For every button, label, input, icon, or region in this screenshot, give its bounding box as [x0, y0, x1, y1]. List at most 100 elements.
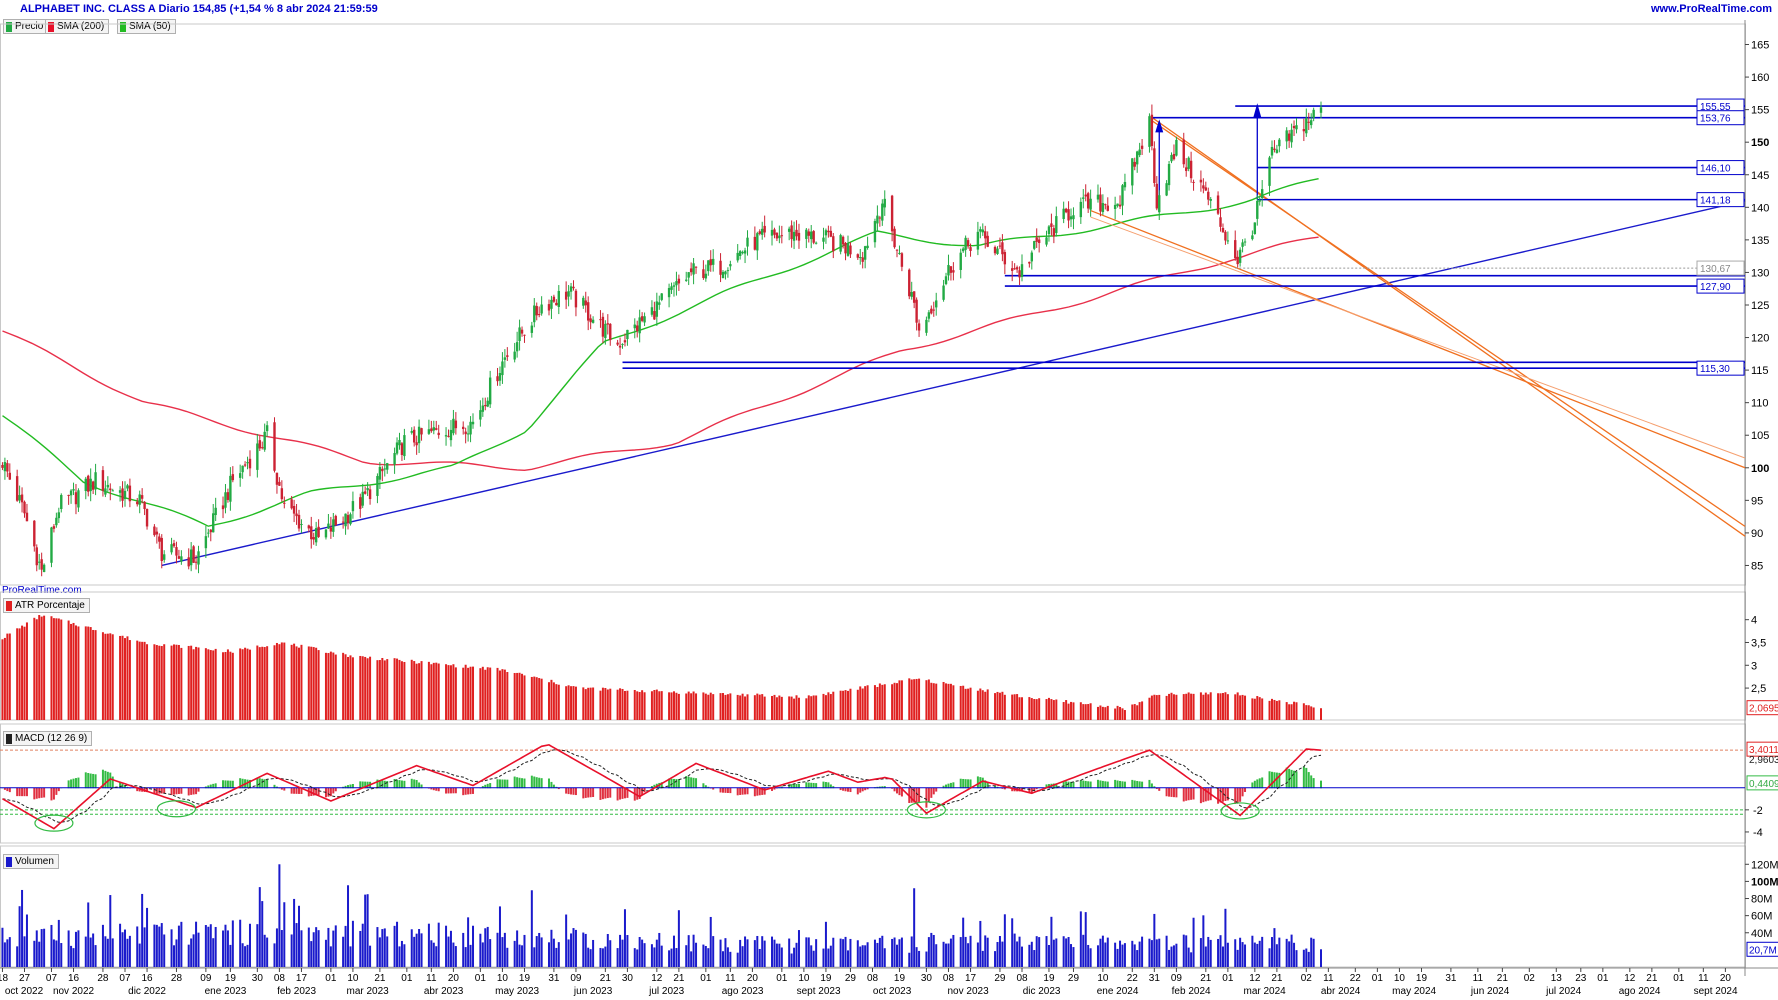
- macd-histogram-bar: [187, 787, 190, 796]
- legend-sma50[interactable]: SMA (50): [117, 19, 176, 34]
- price-candle: [969, 247, 972, 251]
- site-link[interactable]: www.ProRealTime.com: [1650, 3, 1772, 15]
- price-candle: [927, 312, 931, 319]
- price-candle: [118, 490, 122, 493]
- volume-bar: [317, 930, 320, 967]
- legend-atr[interactable]: ATR Porcentaje: [3, 598, 90, 613]
- macd-histogram-bar: [516, 777, 519, 789]
- volume-bar: [633, 948, 636, 967]
- atr-bar: [878, 683, 881, 720]
- macd-histogram-bar: [947, 783, 950, 789]
- volume-bar: [952, 934, 955, 967]
- x-day-label: 19: [1416, 973, 1428, 984]
- atr-bar: [400, 661, 403, 720]
- macd-histogram-bar: [420, 784, 423, 789]
- atr-bar: [1155, 695, 1158, 720]
- atr-bar: [1079, 702, 1082, 720]
- volume-bar: [109, 895, 112, 967]
- x-month-label: abr 2023: [424, 986, 464, 997]
- macd-histogram-bar: [1288, 768, 1291, 789]
- legend-macd[interactable]: MACD (12 26 9): [3, 731, 93, 746]
- volume-bar: [589, 949, 592, 967]
- atr-bar: [420, 661, 423, 720]
- x-day-label: 11: [1473, 973, 1484, 984]
- macd-histogram-bar: [123, 785, 126, 789]
- volume-bar: [479, 933, 482, 967]
- volume-bar: [599, 947, 602, 967]
- price-candle: [787, 228, 791, 232]
- macd-histogram-bar: [16, 787, 19, 797]
- volume-bar: [153, 924, 156, 967]
- price-candle: [533, 305, 536, 323]
- macd-histogram-bar: [849, 787, 852, 793]
- macd-histogram-bar: [832, 786, 835, 789]
- volume-bar: [756, 935, 759, 967]
- atr-bar: [964, 688, 967, 720]
- atr-bar: [1082, 704, 1085, 720]
- macd-histogram-bar: [283, 787, 286, 791]
- price-candle: [341, 521, 345, 523]
- macd-histogram-bar: [437, 787, 440, 792]
- atr-bar: [3, 637, 6, 720]
- atr-bar: [398, 659, 401, 720]
- price-candle: [721, 271, 725, 279]
- macd-histogram-bar: [1055, 783, 1058, 789]
- atr-bar: [530, 676, 533, 720]
- macd-histogram-bar: [567, 787, 570, 795]
- price-candle: [310, 526, 313, 540]
- x-day-label: 19: [820, 973, 832, 984]
- measure-arrow-head: [1253, 103, 1262, 118]
- x-day-label: 22: [1350, 973, 1362, 984]
- atr-bar: [998, 692, 1001, 720]
- price-candle: [1216, 195, 1220, 214]
- watermark: ProRealTime.com: [2, 585, 82, 596]
- atr-bar: [523, 675, 526, 720]
- atr-bar: [650, 691, 653, 720]
- x-month-label: feb 2024: [1172, 986, 1211, 997]
- price-candle: [618, 345, 622, 348]
- x-month-label: feb 2023: [277, 986, 316, 997]
- macd-histogram-bar: [795, 783, 798, 789]
- atr-bar: [40, 616, 43, 720]
- price-candle: [212, 513, 215, 533]
- volume-bar: [707, 948, 710, 967]
- volume-bar: [1, 927, 4, 967]
- price-candle: [1131, 158, 1134, 186]
- x-day-label: 22: [1127, 973, 1139, 984]
- legend-volume[interactable]: Volumen: [3, 854, 59, 869]
- volume-bar: [724, 938, 727, 967]
- legend-sma200[interactable]: SMA (200): [45, 19, 110, 34]
- volume-bar: [1170, 946, 1173, 967]
- macd-histogram-bar: [797, 783, 800, 789]
- macd-divergence-ellipse: [34, 814, 74, 832]
- price-candle: [42, 564, 46, 573]
- volume-bar: [1302, 949, 1305, 967]
- atr-bar: [445, 664, 448, 720]
- macd-histogram-bar: [994, 785, 997, 789]
- x-month-label: may 2024: [1392, 986, 1436, 997]
- volume-bar: [136, 926, 139, 967]
- volume-bar: [967, 943, 970, 967]
- volume-bar: [550, 929, 553, 967]
- price-candle: [420, 428, 423, 435]
- atr-bar: [1033, 699, 1036, 720]
- price-candle: [677, 278, 681, 284]
- macd-histogram-bar: [1067, 781, 1070, 789]
- atr-bar: [197, 647, 200, 720]
- macd-histogram-bar: [1168, 787, 1171, 797]
- macd-signal-label: 2,9603: [1749, 755, 1778, 766]
- price-candle: [368, 489, 372, 500]
- atr-bar: [1182, 694, 1185, 720]
- macd-histogram-bar: [104, 770, 107, 789]
- price-candle: [616, 342, 619, 345]
- volume-bar: [567, 939, 570, 967]
- price-candle: [1307, 121, 1310, 123]
- atr-bar: [1170, 692, 1173, 720]
- volume-bar: [204, 925, 207, 967]
- atr-bar: [1119, 706, 1122, 720]
- atr-bar: [214, 648, 217, 720]
- macd-histogram-bar: [1138, 781, 1141, 789]
- atr-bar: [383, 660, 386, 720]
- volume-bar: [1204, 946, 1207, 967]
